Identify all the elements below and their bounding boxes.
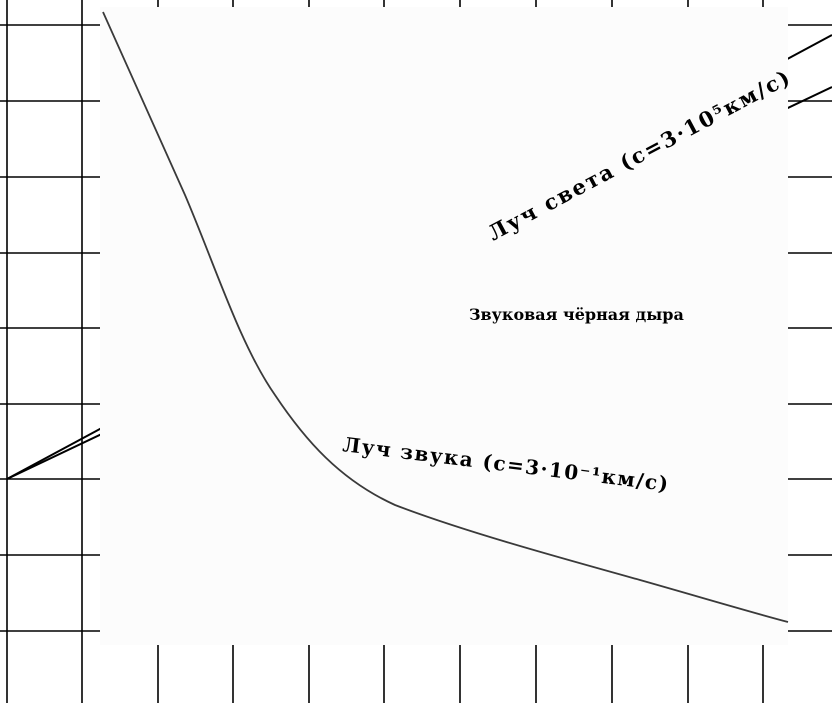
sound-ray-curve (102, 11, 789, 623)
diagram-panel (100, 7, 788, 645)
black-hole-label: Звуковая чёрная дыра (469, 305, 684, 324)
